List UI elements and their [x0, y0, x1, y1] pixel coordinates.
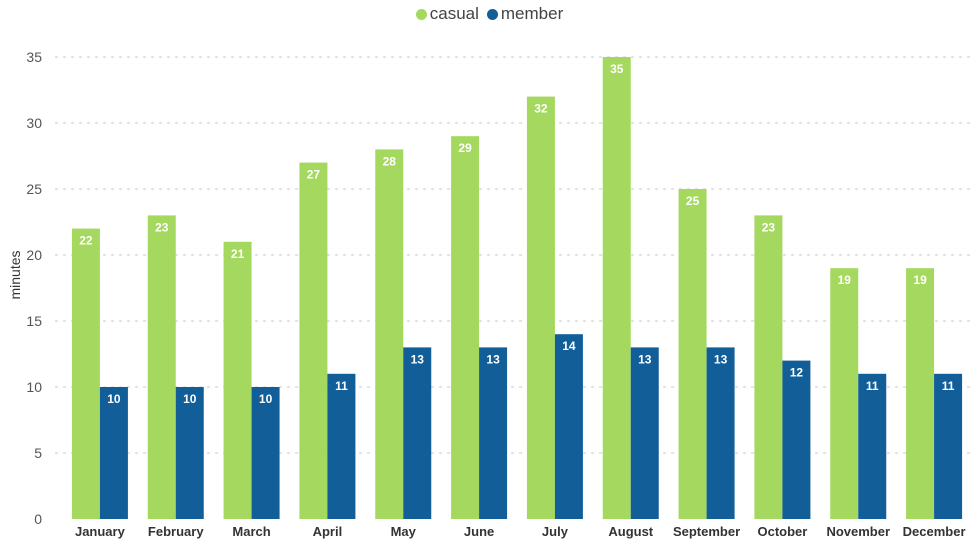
bar-member[interactable]: [934, 373, 963, 519]
x-tick-label: July: [542, 524, 569, 539]
data-label-casual: 25: [686, 194, 700, 208]
y-tick-label: 35: [26, 49, 42, 65]
legend-marker-member: [486, 8, 498, 20]
bar-member[interactable]: [403, 347, 432, 519]
data-label-member: 12: [790, 366, 804, 380]
bar-member[interactable]: [175, 387, 204, 519]
data-label-casual: 27: [307, 168, 321, 182]
data-label-casual: 21: [231, 247, 245, 261]
data-label-member: 10: [259, 392, 273, 406]
data-label-member: 13: [714, 352, 728, 366]
bar-member[interactable]: [479, 347, 508, 519]
y-tick-label: 5: [34, 445, 42, 461]
y-tick-label: 10: [26, 379, 42, 395]
y-tick-label: 30: [26, 115, 42, 131]
bar-casual[interactable]: [375, 149, 404, 519]
legend: casual member: [0, 4, 979, 24]
y-tick-label: 0: [34, 511, 42, 527]
y-axis-label: minutes: [7, 250, 23, 299]
x-tick-label: October: [757, 524, 807, 539]
x-tick-label: March: [232, 524, 270, 539]
bar-member[interactable]: [554, 334, 583, 519]
x-tick-label: November: [826, 524, 890, 539]
legend-item-member[interactable]: member: [486, 4, 564, 24]
legend-label-member: member: [500, 4, 564, 23]
x-tick-label: May: [391, 524, 417, 539]
legend-label-casual: casual: [429, 4, 479, 23]
bar-casual[interactable]: [147, 215, 176, 519]
x-tick-label: April: [313, 524, 343, 539]
data-label-member: 11: [942, 379, 955, 393]
data-label-member: 11: [335, 379, 348, 393]
data-label-member: 13: [411, 352, 425, 366]
data-label-casual: 19: [838, 273, 852, 287]
x-tick-label: August: [608, 524, 653, 539]
x-tick-label: February: [148, 524, 204, 539]
x-tick-label: January: [75, 524, 126, 539]
bar-member[interactable]: [327, 373, 356, 519]
x-tick-label: December: [903, 524, 966, 539]
data-label-casual: 23: [762, 220, 776, 234]
data-label-casual: 32: [534, 102, 548, 116]
gridlines: [55, 56, 975, 454]
bar-casual[interactable]: [754, 215, 783, 519]
bar-casual[interactable]: [299, 162, 328, 519]
data-label-casual: 22: [79, 234, 93, 248]
y-axis-ticks: 0 5 10 15 20 25 30 35: [26, 49, 42, 527]
bar-member[interactable]: [858, 373, 887, 519]
x-axis-ticks: January February March April May June July Augu…: [75, 524, 966, 539]
bar-casual[interactable]: [223, 241, 252, 520]
bar-member[interactable]: [99, 387, 128, 519]
data-label-casual: 29: [458, 141, 472, 155]
data-label-member: 10: [183, 392, 197, 406]
x-tick-label: June: [464, 524, 494, 539]
bar-casual[interactable]: [526, 96, 555, 519]
data-label-casual: 35: [610, 62, 624, 76]
data-label-member: 13: [486, 352, 500, 366]
bar-casual[interactable]: [71, 228, 100, 519]
x-tick-label: September: [673, 524, 740, 539]
bar-member[interactable]: [630, 347, 659, 519]
data-label-member: 11: [866, 379, 879, 393]
data-label-member: 13: [638, 352, 652, 366]
bars: 22 10 23 10 21 10 27 11 28 13 29 13 32 14 35 13 25 13 23 12…: [71, 57, 963, 520]
bar-member[interactable]: [706, 347, 735, 519]
bar-casual[interactable]: [602, 57, 631, 519]
bar-member[interactable]: [782, 360, 811, 519]
data-label-member: 10: [107, 392, 121, 406]
bar-casual[interactable]: [830, 268, 859, 519]
bar-casual[interactable]: [906, 268, 935, 519]
bar-member[interactable]: [251, 387, 280, 519]
legend-marker-casual: [415, 8, 427, 20]
y-tick-label: 25: [26, 181, 42, 197]
y-tick-label: 15: [26, 313, 42, 329]
bar-casual[interactable]: [678, 189, 707, 519]
data-label-casual: 23: [155, 220, 169, 234]
bar-casual[interactable]: [451, 136, 480, 519]
y-tick-label: 20: [26, 247, 42, 263]
data-label-member: 14: [562, 339, 576, 353]
data-label-casual: 19: [913, 273, 927, 287]
legend-item-casual[interactable]: casual: [415, 4, 479, 24]
data-label-casual: 28: [383, 154, 397, 168]
